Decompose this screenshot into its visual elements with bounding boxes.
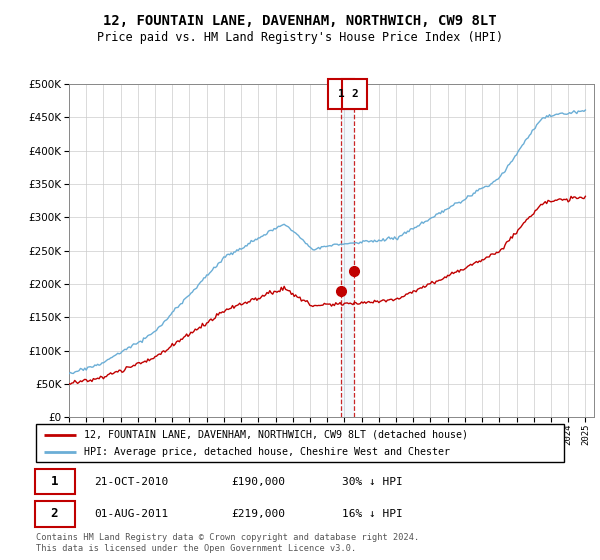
FancyBboxPatch shape [342,79,367,109]
FancyBboxPatch shape [328,79,353,109]
Bar [341,84,355,417]
Text: HPI: Average price, detached house, Cheshire West and Chester: HPI: Average price, detached house, Ches… [83,447,449,458]
Text: 1: 1 [51,475,58,488]
Text: £190,000: £190,000 [232,477,286,487]
Text: Contains HM Land Registry data © Crown copyright and database right 2024.
This d: Contains HM Land Registry data © Crown c… [36,533,419,553]
Text: 1: 1 [338,89,344,99]
FancyBboxPatch shape [35,469,74,494]
Text: 2: 2 [51,507,58,520]
FancyBboxPatch shape [35,501,74,526]
Text: Price paid vs. HM Land Registry's House Price Index (HPI): Price paid vs. HM Land Registry's House … [97,31,503,44]
Text: £219,000: £219,000 [232,508,286,519]
Text: 30% ↓ HPI: 30% ↓ HPI [342,477,403,487]
Text: 12, FOUNTAIN LANE, DAVENHAM, NORTHWICH, CW9 8LT: 12, FOUNTAIN LANE, DAVENHAM, NORTHWICH, … [103,14,497,28]
Text: 2: 2 [351,89,358,99]
Text: 12, FOUNTAIN LANE, DAVENHAM, NORTHWICH, CW9 8LT (detached house): 12, FOUNTAIN LANE, DAVENHAM, NORTHWICH, … [83,430,467,440]
Text: 16% ↓ HPI: 16% ↓ HPI [342,508,403,519]
Text: 01-AUG-2011: 01-AUG-2011 [94,508,169,519]
Text: 21-OCT-2010: 21-OCT-2010 [94,477,169,487]
